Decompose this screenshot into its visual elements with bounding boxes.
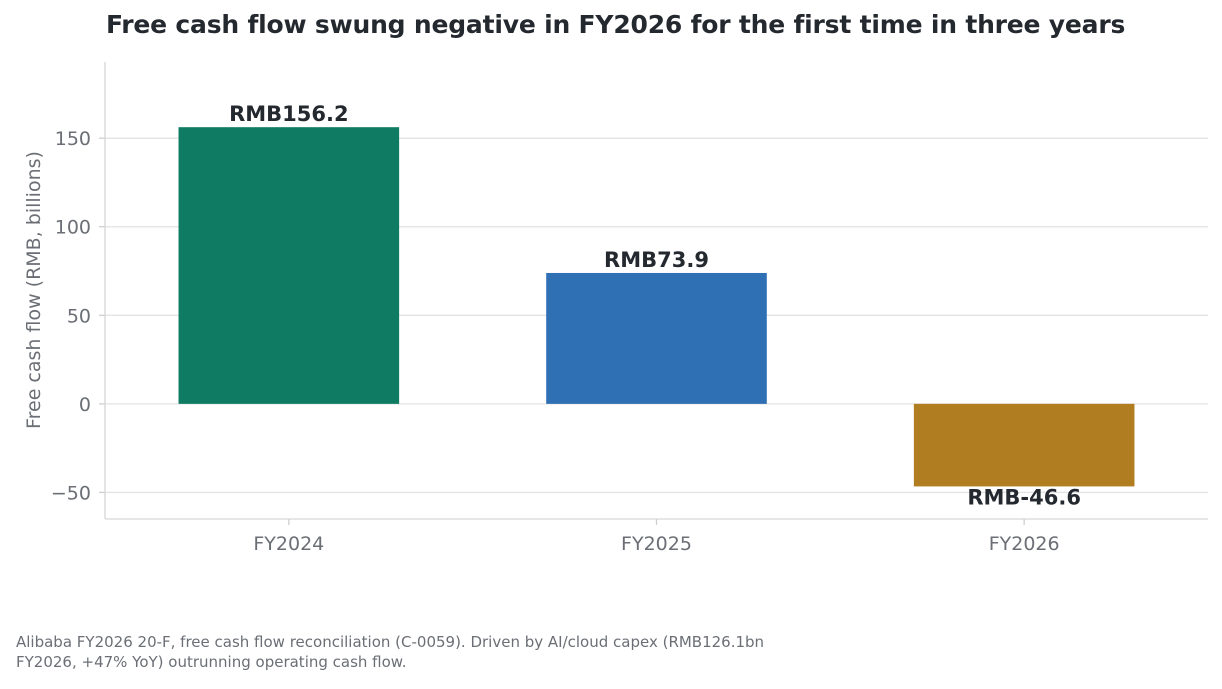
bar-fy2026 [913, 403, 1135, 487]
x-tick-label: FY2026 [989, 533, 1060, 555]
x-tick-label: FY2024 [253, 533, 324, 555]
bars [178, 127, 1135, 487]
x-tick-label: FY2025 [621, 533, 692, 555]
y-tick-label: 0 [79, 394, 91, 416]
y-tick-label: 50 [67, 305, 91, 327]
bar-fy2025 [546, 272, 767, 404]
data-labels: RMB156.2 RMB73.9 RMB-46.6 [229, 102, 1081, 509]
axes: −50 0 50 100 150 FY2024 FY2025 FY2026 [51, 62, 1208, 555]
bar-fy2024 [178, 127, 400, 404]
y-tick-label: 100 [55, 217, 91, 239]
chart-title: Free cash flow swung negative in FY2026 … [106, 10, 1126, 39]
data-label: RMB156.2 [229, 102, 349, 126]
y-tick-label: 150 [55, 128, 91, 150]
y-axis-label: Free cash flow (RMB, billions) [23, 151, 45, 429]
data-label: RMB-46.6 [967, 485, 1081, 509]
data-label: RMB73.9 [604, 248, 709, 272]
footnote: Alibaba FY2026 20-F, free cash flow reco… [16, 633, 765, 671]
y-tick-label: −50 [51, 482, 91, 504]
